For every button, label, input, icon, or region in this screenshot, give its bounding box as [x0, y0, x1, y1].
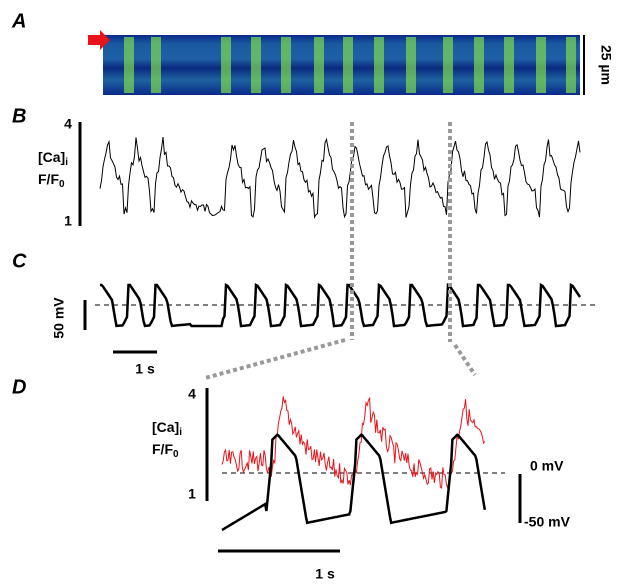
y-label: F/F0	[152, 441, 179, 460]
stripe	[566, 37, 576, 93]
calcium-stripes	[124, 37, 576, 93]
stripe	[474, 37, 484, 93]
stripe	[504, 37, 514, 93]
linescan-image	[103, 35, 580, 95]
panel-label: D	[12, 376, 26, 398]
stripe	[374, 37, 384, 93]
stripe	[221, 37, 231, 93]
stripe	[251, 37, 261, 93]
stripe	[536, 37, 546, 93]
axis-label: 4	[64, 116, 72, 132]
scale-label: 0 mV	[530, 458, 564, 474]
stripe	[343, 37, 353, 93]
axis-label: 1	[64, 213, 72, 229]
stripe	[124, 37, 134, 93]
panel-label: A	[11, 10, 26, 32]
stripe	[443, 37, 453, 93]
time-label: 1 s	[135, 361, 155, 377]
time-label: 1 s	[315, 566, 335, 582]
panel-label: C	[12, 250, 27, 272]
stripe	[151, 37, 161, 93]
y-label: F/F0	[38, 171, 65, 190]
y-label: [Ca]i	[38, 149, 68, 168]
scale-label: 50 mV	[51, 297, 67, 339]
panel-label: B	[12, 105, 26, 127]
arrow	[88, 30, 110, 50]
voltage-trace	[100, 282, 582, 328]
axis-label: 4	[188, 386, 196, 402]
stripe	[314, 37, 324, 93]
stripe	[281, 37, 291, 93]
calcium-trace	[99, 136, 581, 219]
scale-label: -50 mV	[524, 514, 571, 530]
axis-label: 1	[188, 486, 196, 502]
y-label: [Ca]i	[152, 419, 182, 438]
voltage-trace	[221, 433, 487, 532]
scale-label: 25 µm	[598, 45, 614, 85]
stripe	[406, 37, 416, 93]
zoom-lines	[204, 122, 477, 380]
